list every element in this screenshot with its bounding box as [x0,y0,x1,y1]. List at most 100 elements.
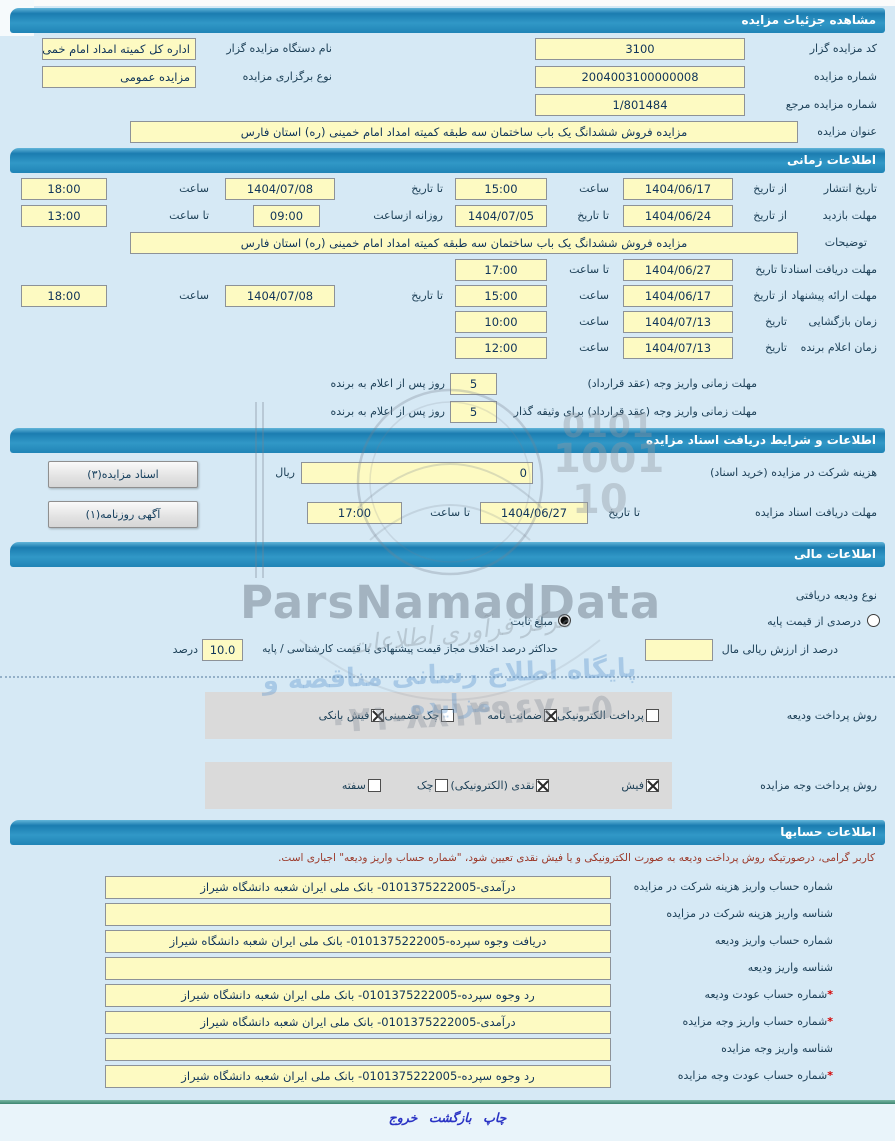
payment-method-cash: نقدی (الکترونیکی) [450,779,550,792]
fee-deposit-id-input[interactable] [105,903,611,926]
account-row: *شماره حساب واریز ودیعه دریافت وجوه سپرد… [0,930,895,953]
percent-of-value-input[interactable] [645,639,713,661]
back-link[interactable]: بازگشت [428,1110,472,1125]
offer-to-label: تا تاریخ [411,289,443,302]
visit-daily-from-input[interactable]: 09:00 [253,205,320,227]
cash-electronic-checkbox[interactable] [536,779,550,792]
visit-from-date-input[interactable]: 1404/06/24 [623,205,733,227]
docs-deadline-time-input[interactable]: 17:00 [307,502,402,524]
offer-label: مهلت ارائه پیشنهاد [791,289,877,302]
deposit-account-input[interactable]: دریافت وجوه سپرده-0101375222005- بانک مل… [105,930,611,953]
offer-from-label: از تاریخ [753,289,787,302]
section-accounts-header: اطلاعات حسابها [10,820,885,845]
opening-date-label: تاریخ [765,315,787,328]
docs-deadline-until-label: تا ساعت [430,506,470,519]
row-docs-deadline: مهلت دریافت اسناد مزایده تا تاریخ 1404/0… [0,502,895,525]
fee-deposit-account-input[interactable]: درآمدی-0101375222005- بانک ملی ایران شعب… [105,876,611,899]
opening-date-input[interactable]: 1404/07/13 [623,311,733,333]
visit-until-label: تا ساعت [169,209,209,222]
max-diff-input[interactable]: 10.0 [202,639,243,661]
offer-to-time-input[interactable]: 18:00 [21,285,107,307]
row-auction-code: کد مزایده گزار 3100 نام دستگاه مزایده گز… [0,38,895,61]
participation-fee-input[interactable]: 0 [301,462,533,484]
payment-deadline-2-days-input[interactable]: 5 [450,401,497,423]
winner-date-input[interactable]: 1404/07/13 [623,337,733,359]
fixed-amount-label: مبلغ ثابت [510,615,553,628]
row-winner-announce: زمان اعلام برنده تاریخ 1404/07/13 ساعت 1… [0,337,895,360]
payment-deadline-1-days-input[interactable]: 5 [450,373,497,395]
deposit-return-account-input[interactable]: رد وجوه سپرده-0101375222005- بانک ملی ای… [105,984,611,1007]
docs-deadline-label: مهلت دریافت اسناد مزایده [754,506,877,519]
offer-time-input[interactable]: 15:00 [455,285,547,307]
footer-area [0,1104,895,1141]
deposit-method-guarantee: ضمانت نامه [487,709,557,722]
auction-return-account-input[interactable]: رد وجوه سپرده-0101375222005- بانک ملی ای… [105,1065,611,1088]
fixed-amount-radio[interactable] [558,614,571,627]
row-payment-deadline-2: مهلت زمانی واریز وجه (عقد قرارداد) برای … [0,401,895,424]
percent-of-base-label: درصدی از قیمت پایه [767,615,861,628]
percent-of-value-label: درصد از ارزش ریالی مال [721,643,838,656]
visit-to-date-input[interactable]: 1404/07/05 [455,205,547,227]
auction-title-input[interactable]: مزایده فروش ششدانگ یک باب ساختمان سه طبق… [130,121,798,143]
auction-payment-account-input[interactable]: درآمدی-0101375222005- بانک ملی ایران شعب… [105,1011,611,1034]
payment-method-check: چک [417,779,449,792]
publish-to-date-input[interactable]: 1404/07/08 [225,178,335,200]
electronic-payment-label: پرداخت الکترونیکی [557,709,644,722]
ref-number-input[interactable]: 1/801484 [535,94,745,116]
auction-payment-id-label: شناسه واریز وجه مزایده [721,1042,833,1055]
payment-method-panel: فیش نقدی (الکترونیکی) چک سفته [205,762,672,809]
auction-payment-id-input[interactable] [105,1038,611,1061]
percent-of-base-radio[interactable] [867,614,880,627]
deposit-method-label: روش پرداخت ودیعه [786,709,877,722]
winner-time-input[interactable]: 12:00 [455,337,547,359]
publish-to-time-input[interactable]: 18:00 [21,178,107,200]
print-link[interactable]: چاپ [483,1110,507,1125]
dashed-separator [0,676,895,678]
visit-label: مهلت بازدید [822,209,877,222]
deposit-id-input[interactable] [105,957,611,980]
docs-deadline-date-input[interactable]: 1404/06/27 [480,502,588,524]
offer-from-date-input[interactable]: 1404/06/17 [623,285,733,307]
row-opening-time: زمان بازگشایی تاریخ 1404/07/13 ساعت 10:0… [0,311,895,334]
newspaper-ad-button[interactable]: آگهی روزنامه(۱) [48,501,198,528]
guarantee-letter-checkbox[interactable] [544,709,557,722]
org-name-input[interactable]: اداره کل کمیته امداد امام خمی [42,38,196,60]
exit-link[interactable]: خروج [388,1110,418,1125]
doc-deadline-to-label: تا تاریخ [755,263,787,276]
publish-time-input[interactable]: 15:00 [455,178,547,200]
publish-from-date-input[interactable]: 1404/06/17 [623,178,733,200]
promissory-note-checkbox[interactable] [367,779,381,792]
payment-method-label: روش پرداخت وجه مزایده [760,779,877,792]
max-diff-unit: درصد [172,643,198,656]
row-ref-number: شماره مزایده مرجع 1/801484 [0,94,895,117]
account-row: *شناسه واریز هزینه شرکت در مزایده [0,903,895,926]
auction-documents-button[interactable]: اسناد مزایده(۳) [48,461,198,488]
section-time-header: اطلاعات زمانی [10,148,885,173]
certified-check-checkbox[interactable] [441,709,455,722]
row-deposit-type: نوع ودیعه دریافتی [0,585,895,608]
slip-checkbox[interactable] [646,779,659,792]
required-asterisk: * [827,1015,833,1028]
doc-deadline-date-input[interactable]: 1404/06/27 [623,259,733,281]
bank-slip-checkbox[interactable] [371,709,385,722]
holding-type-input[interactable]: مزایده عمومی [42,66,196,88]
opening-label: زمان بازگشایی [808,315,878,328]
visit-daily-label: روزانه ازساعت [373,209,443,222]
offer-to-date-input[interactable]: 1404/07/08 [225,285,335,307]
description-input[interactable]: مزایده فروش ششدانگ یک باب ساختمان سه طبق… [130,232,798,254]
deposit-id-label: شناسه واریز ودیعه [747,961,833,974]
check-label: چک [416,779,434,792]
payment-deadline-2-suffix: روز پس از اعلام به برنده [330,405,445,418]
payment-deadline-1-label: مهلت زمانی واریز وجه (عقد قرارداد) [587,377,757,390]
check-checkbox[interactable] [435,779,449,792]
electronic-payment-checkbox[interactable] [646,709,659,722]
doc-deadline-time-input[interactable]: 17:00 [455,259,547,281]
auction-code-input[interactable]: 3100 [535,38,745,60]
visit-until-time-input[interactable]: 13:00 [21,205,107,227]
row-publish-date: تاریخ انتشار از تاریخ 1404/06/17 ساعت 15… [0,178,895,201]
account-row: *شماره حساب عودت ودیعه رد وجوه سپرده-010… [0,984,895,1007]
footer-links: چاپ بازگشت خروج [0,1110,895,1125]
winner-time-label: ساعت [579,341,609,354]
auction-number-input[interactable]: 2004003100000008 [535,66,745,88]
opening-time-input[interactable]: 10:00 [455,311,547,333]
